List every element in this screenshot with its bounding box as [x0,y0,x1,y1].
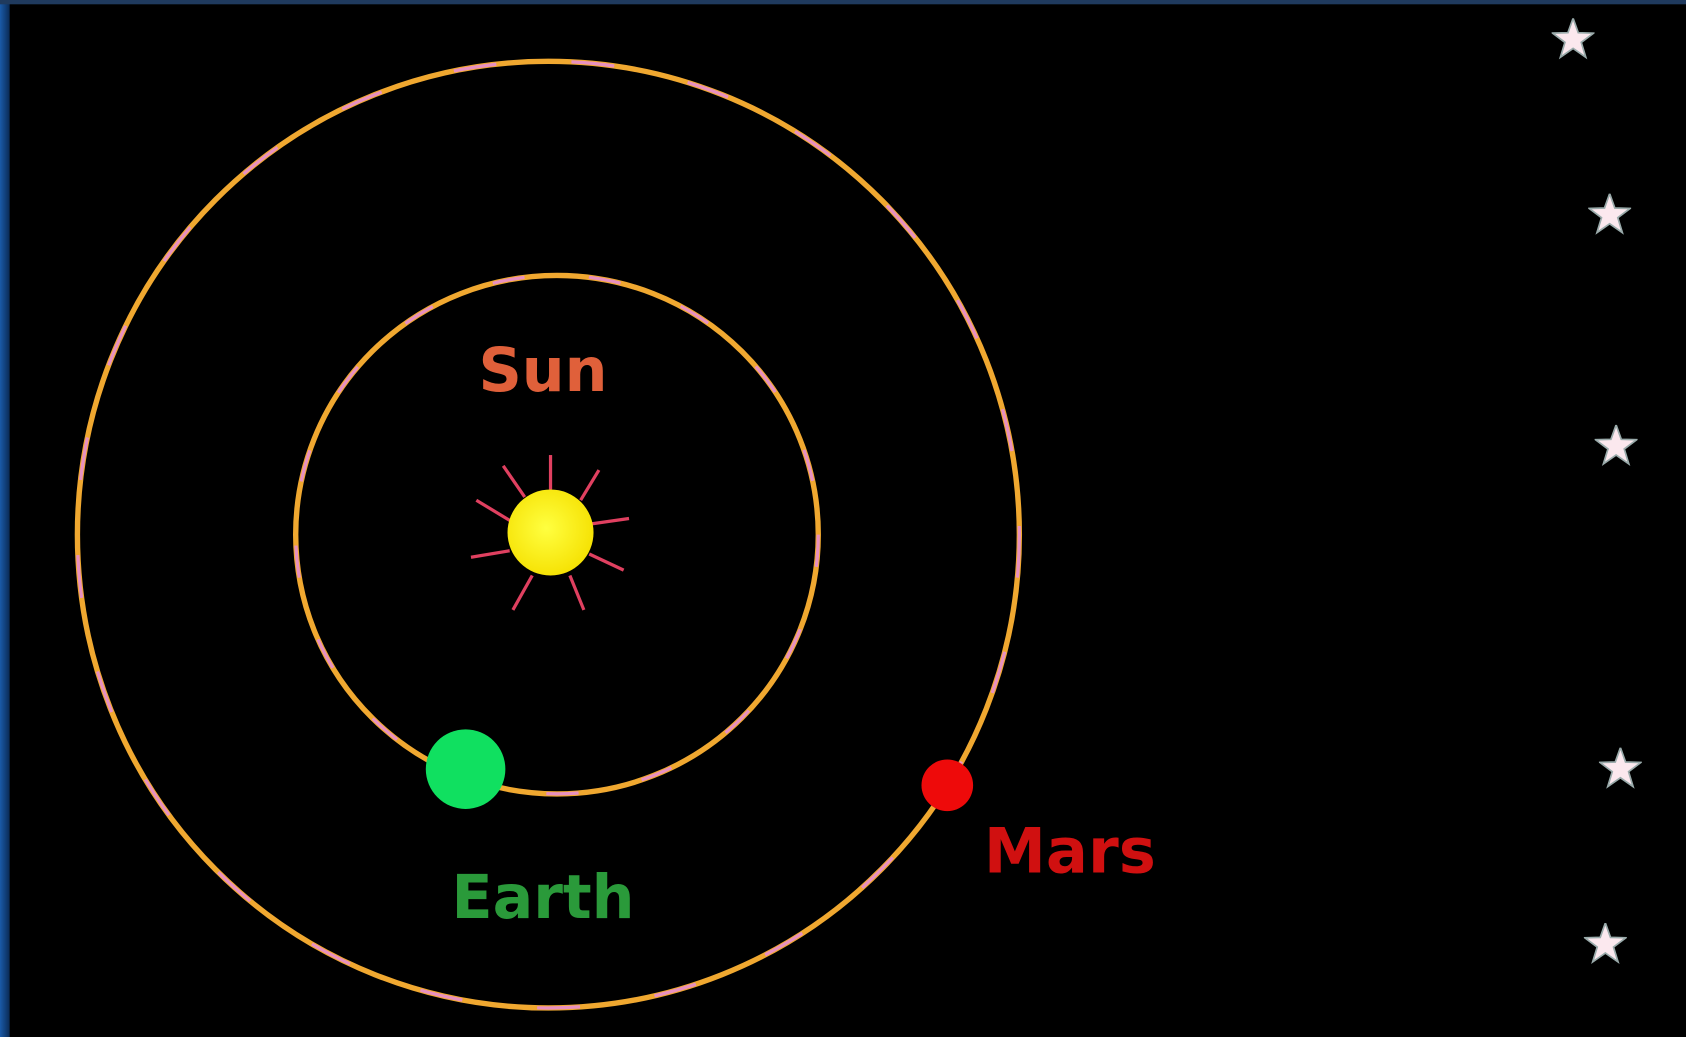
mars [921,759,974,812]
sun-label: Sun [478,336,607,406]
sun-rays [470,455,630,611]
sun [507,489,594,576]
left-edge [0,0,10,1037]
top-edge [0,0,1686,5]
mars-orbit-tint [75,59,1021,1010]
earth-label: Earth [451,863,634,933]
mars-label: Mars [984,814,1156,887]
earth [425,729,506,809]
